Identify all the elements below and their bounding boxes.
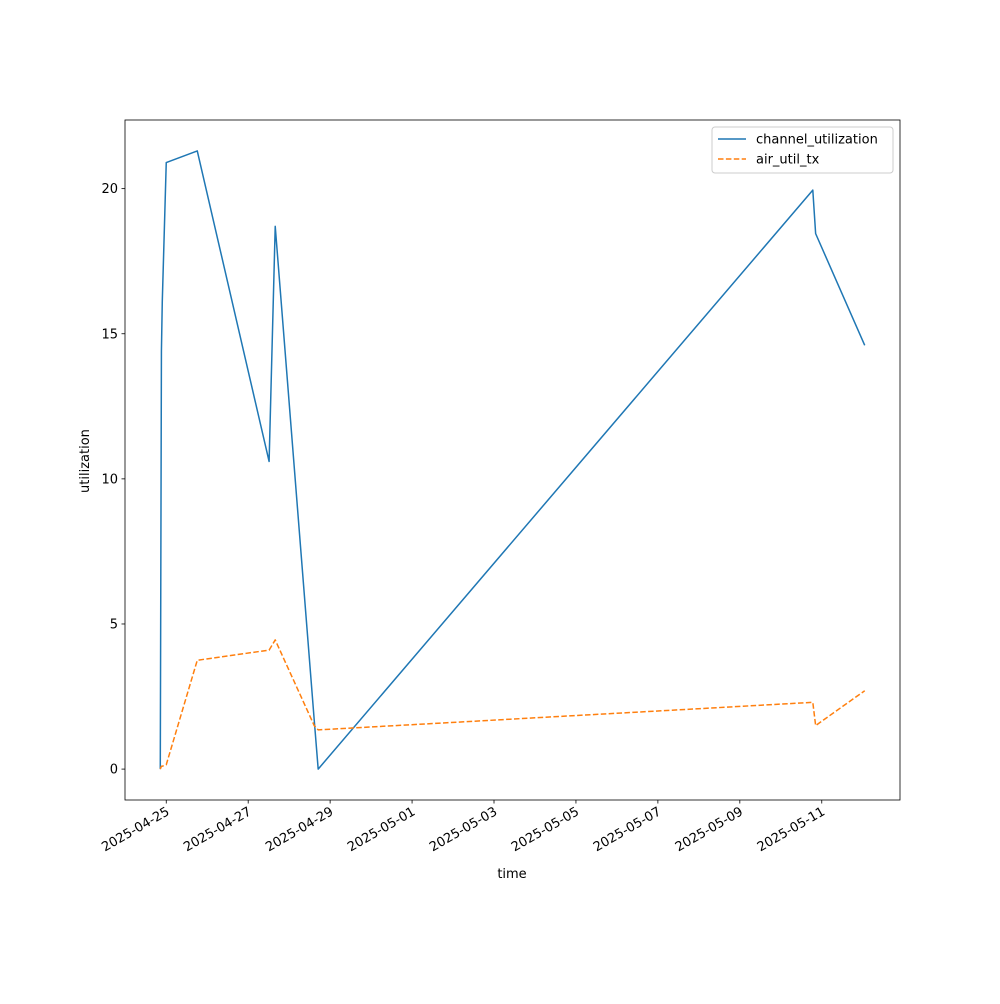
legend-label: air_util_tx xyxy=(756,153,820,168)
y-tick-label: 15 xyxy=(101,327,118,342)
line-series xyxy=(159,150,866,770)
y-tick-label: 5 xyxy=(110,617,118,632)
plot-frame xyxy=(124,119,901,801)
line-series xyxy=(159,639,866,770)
legend-label: channel_utilization xyxy=(756,133,878,148)
y-tick-label: 20 xyxy=(101,182,118,197)
y-tick-label: 10 xyxy=(101,472,118,487)
y-tick-label: 0 xyxy=(110,763,118,778)
legend-box xyxy=(711,126,894,174)
y-axis-label: utilization xyxy=(78,429,93,493)
x-axis-label: time xyxy=(497,867,526,882)
